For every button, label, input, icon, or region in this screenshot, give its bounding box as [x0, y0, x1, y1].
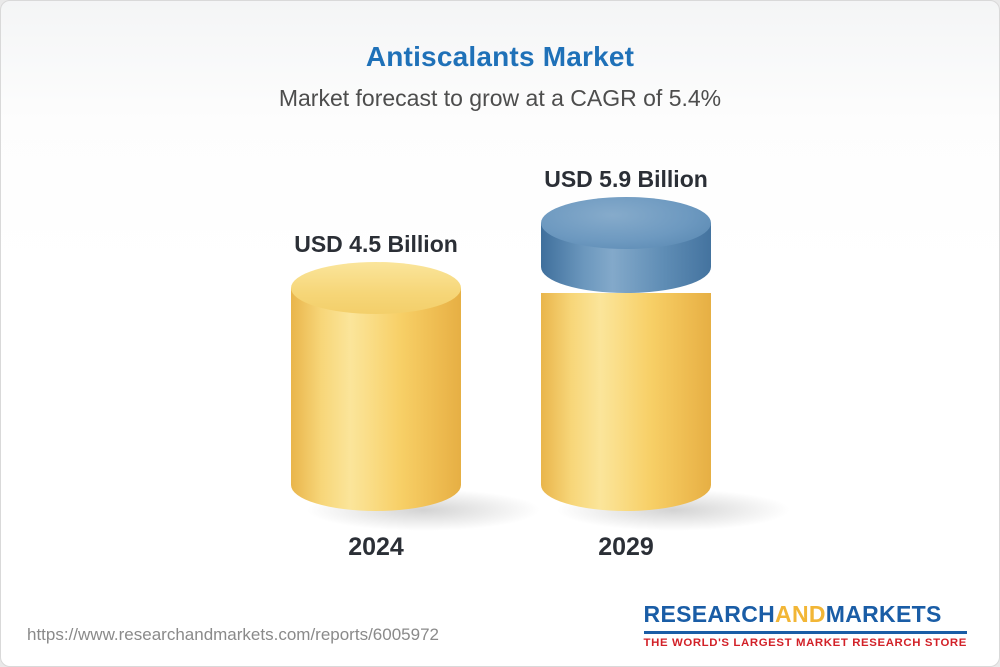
logo-underline: [643, 631, 967, 634]
axis-label-2029: 2029: [598, 533, 654, 561]
bar-2029-body: [541, 293, 711, 511]
research-and-markets-logo[interactable]: RESEARCHANDMARKETS THE WORLD'S LARGEST M…: [643, 601, 967, 649]
logo-tagline: THE WORLD'S LARGEST MARKET RESEARCH STOR…: [643, 637, 967, 649]
logo-word-research: RESEARCH: [643, 601, 776, 627]
bar-2024-body: [291, 288, 461, 511]
value-label-2029: USD 5.9 Billion: [544, 166, 708, 192]
logo-wordmark: RESEARCHANDMARKETS: [644, 601, 967, 628]
bar-2024-top: [291, 262, 461, 314]
bar-2029-top: [541, 197, 711, 249]
value-label-2024: USD 4.5 Billion: [294, 231, 458, 257]
axis-label-2024: 2024: [348, 533, 404, 561]
report-url-link[interactable]: https://www.researchandmarkets.com/repor…: [27, 625, 439, 644]
logo-word-markets: MARKETS: [825, 601, 942, 627]
page-title: Antiscalants Market: [365, 41, 635, 72]
logo-word-and: AND: [775, 601, 826, 627]
page-subtitle: Market forecast to grow at a CAGR of 5.4…: [278, 85, 722, 111]
